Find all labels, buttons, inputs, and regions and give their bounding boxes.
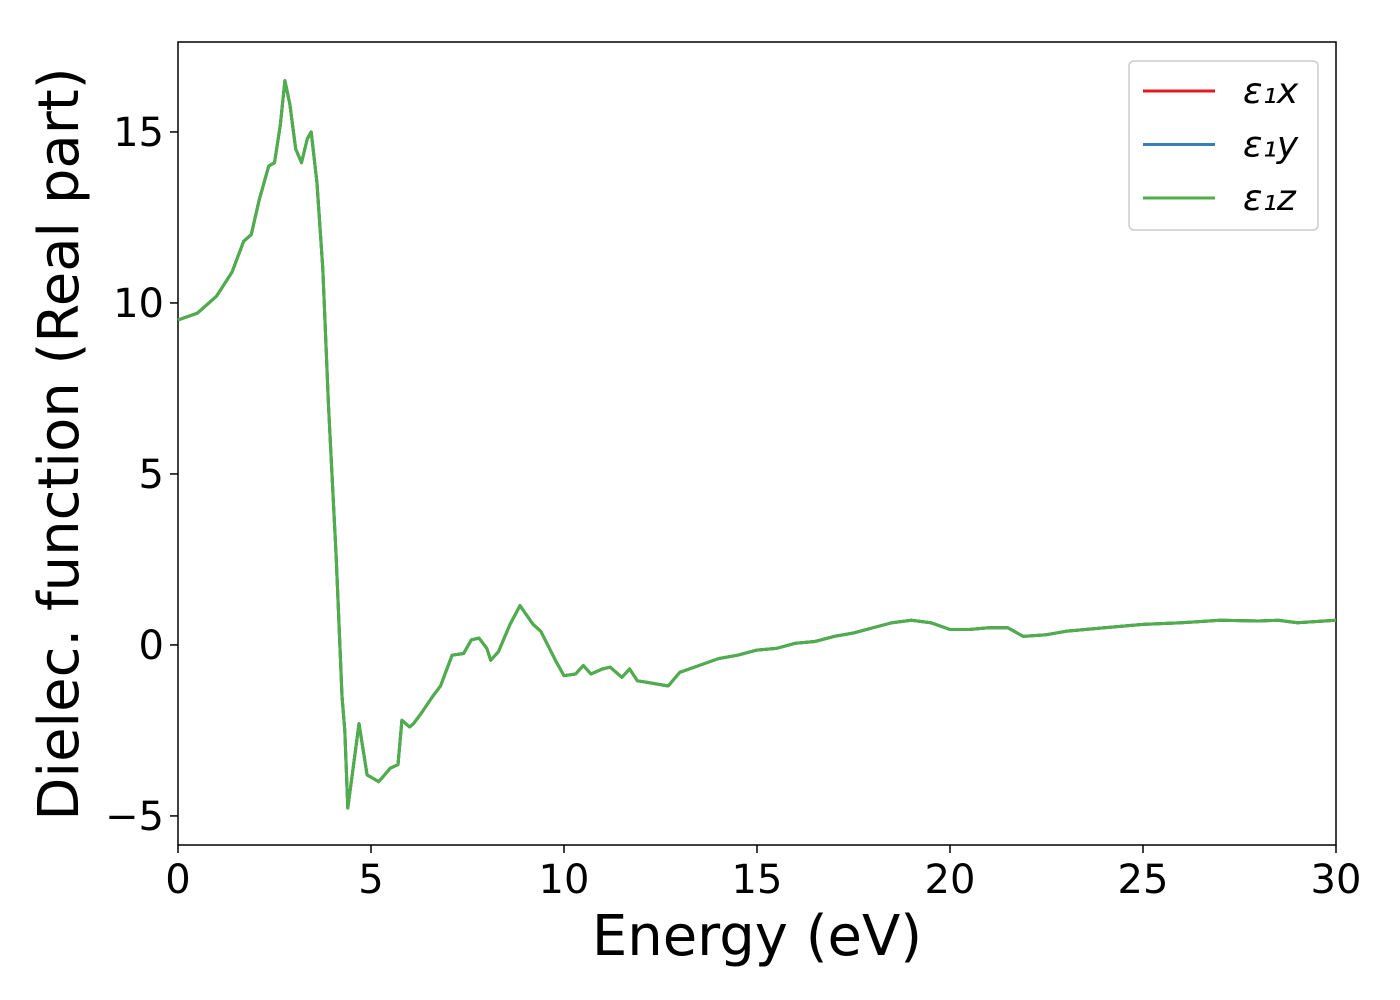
legend-label: ε₁y [1243,125,1299,166]
x-tick-label: 30 [1311,857,1362,903]
y-tick-label: 5 [139,452,164,498]
y-tick-label: −5 [105,794,164,840]
x-axis-label: Energy (eV) [592,904,922,969]
y-axis-label: Dielec. function (Real part) [27,67,92,820]
y-tick-label: 0 [139,623,164,669]
x-tick-label: 5 [358,857,383,903]
x-tick-label: 20 [925,857,976,903]
x-tick-label: 0 [165,857,190,903]
series-line [177,79,1337,810]
x-tick-label: 15 [732,857,783,903]
legend-label: ε₁z [1243,178,1297,219]
x-tick-label: 10 [539,857,590,903]
y-tick-label: 15 [113,110,164,156]
x-tick-label: 25 [1118,857,1169,903]
legend-label: ε₁x [1243,71,1299,112]
y-tick-label: 10 [113,281,164,327]
legend-box [1128,60,1319,231]
